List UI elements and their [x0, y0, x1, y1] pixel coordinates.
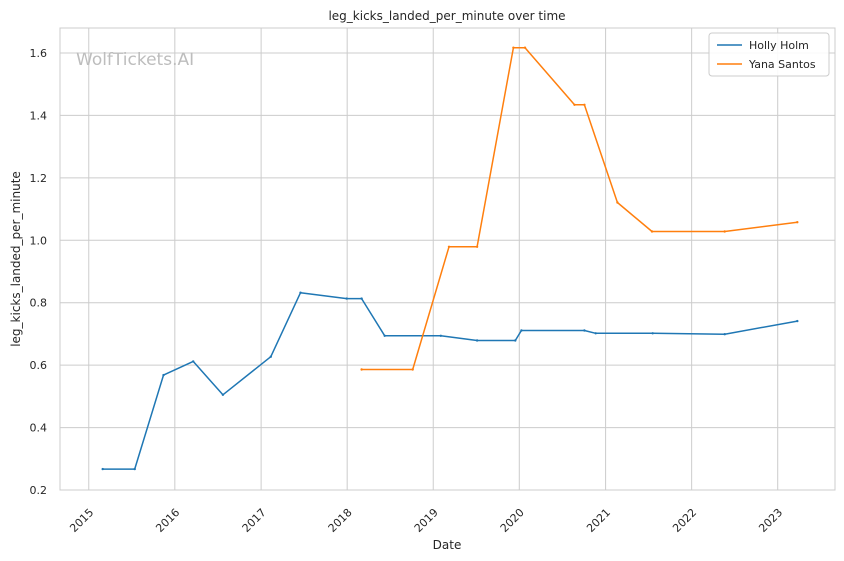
y-tick-label: 1.6: [30, 47, 48, 60]
data-point-holly-holm: [345, 297, 348, 300]
chart-title: leg_kicks_landed_per_minute over time: [328, 9, 565, 23]
data-point-yana-santos: [796, 221, 799, 224]
data-point-holly-holm: [383, 334, 386, 337]
data-point-holly-holm: [299, 291, 302, 294]
plot-frame: [59, 27, 836, 491]
data-point-yana-santos: [523, 46, 527, 49]
data-point-yana-santos: [512, 46, 515, 49]
data-point-holly-holm: [101, 467, 104, 471]
data-point-yana-santos: [573, 103, 576, 107]
data-point-yana-santos: [650, 230, 654, 233]
data-point-yana-santos: [723, 230, 726, 233]
y-axis-label: leg_kicks_landed_per_minute: [9, 171, 23, 347]
legend-label-yana-santos: Yana Santos: [748, 58, 816, 71]
y-tick-label: 1.2: [30, 172, 48, 185]
legend: Holly Holm Yana Santos: [708, 32, 830, 77]
y-axis-ticks: 0.2 0.4 0.6 0.8 1.0 1.2 1.4 1.6: [30, 47, 48, 497]
grid-lines: [60, 28, 835, 491]
y-tick-label: 1.0: [30, 234, 48, 247]
watermark-text: WolfTickets.AI: [76, 50, 194, 70]
data-point-holly-holm: [583, 329, 586, 332]
data-point-holly-holm: [162, 373, 165, 377]
data-point-holly-holm: [723, 333, 726, 336]
data-point-holly-holm: [360, 297, 363, 300]
y-tick-label: 0.4: [30, 422, 48, 435]
y-tick-label: 0.6: [30, 359, 48, 372]
series-line-yana-santos: [361, 46, 798, 371]
data-point-yana-santos: [447, 245, 451, 248]
data-point-yana-santos: [616, 201, 619, 204]
y-tick-label: 0.8: [30, 297, 48, 310]
data-point-holly-holm: [514, 339, 517, 342]
data-point-holly-holm: [133, 467, 136, 471]
data-point-holly-holm: [594, 332, 597, 335]
data-point-holly-holm: [192, 360, 195, 363]
y-tick-label: 1.4: [30, 109, 48, 122]
x-axis-label: Date: [433, 538, 462, 552]
data-point-holly-holm: [269, 355, 272, 358]
data-point-holly-holm: [651, 332, 654, 335]
data-point-holly-holm: [796, 319, 799, 323]
data-point-yana-santos: [475, 245, 479, 248]
data-point-holly-holm: [520, 329, 523, 332]
data-point-yana-santos: [583, 103, 586, 107]
legend-box: [708, 32, 830, 77]
data-point-yana-santos: [360, 368, 363, 371]
data-point-holly-holm: [475, 339, 479, 342]
data-point-yana-santos: [411, 368, 414, 371]
y-tick-label: 0.2: [30, 484, 48, 497]
data-point-holly-holm: [439, 334, 442, 337]
series-layer: [101, 46, 799, 471]
data-point-holly-holm: [221, 393, 225, 396]
legend-label-holly-holm: Holly Holm: [749, 39, 809, 52]
